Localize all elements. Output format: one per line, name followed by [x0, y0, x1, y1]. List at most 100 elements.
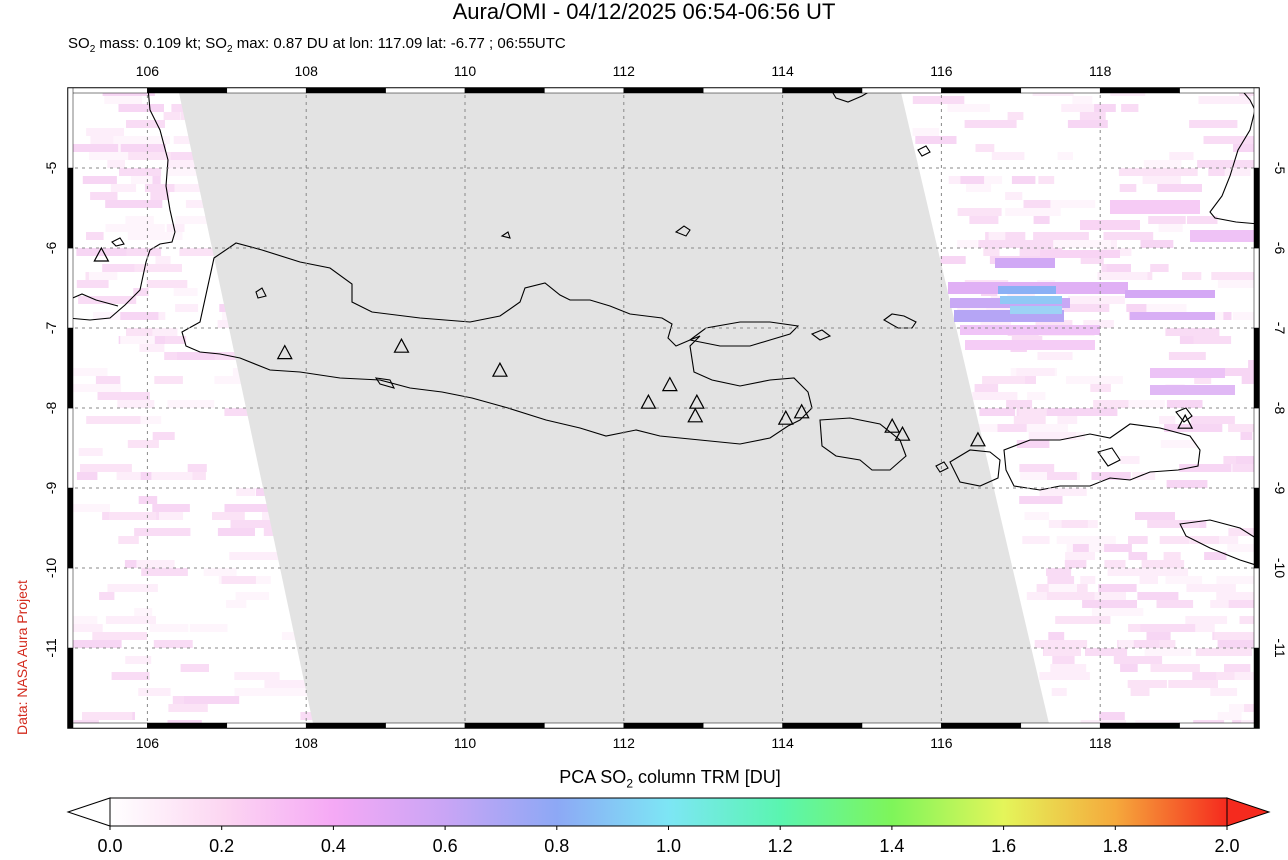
noise-pixel	[125, 216, 153, 224]
noise-pixel	[1196, 648, 1252, 656]
noise-pixel	[70, 384, 121, 392]
noise-pixel	[1027, 392, 1045, 400]
noise-pixel	[1092, 472, 1131, 480]
noise-pixel	[913, 96, 965, 104]
lon-scale-segment	[624, 723, 703, 728]
lat-tick-label: -8	[1272, 402, 1288, 415]
lat-tick-label: -9	[1272, 482, 1288, 495]
lat-scale-segment	[1254, 168, 1259, 248]
noise-pixel	[92, 632, 147, 640]
noise-pixel	[1085, 648, 1127, 656]
noise-pixel	[98, 392, 150, 400]
noise-pixel	[1259, 672, 1281, 680]
lat-scale-segment	[68, 248, 73, 328]
noise-pixel	[151, 472, 192, 480]
lat-tick-label: -6	[1272, 242, 1288, 255]
colorbar-title: PCA SO2 column TRM [DU]	[0, 767, 1288, 791]
noise-pixel	[120, 336, 155, 344]
colorbar-tick-label: 1.8	[1103, 836, 1128, 856]
lon-tick-label: 108	[295, 735, 319, 751]
noise-pixel	[1216, 592, 1272, 600]
noise-pixel	[112, 672, 150, 680]
noise-pixel	[969, 216, 998, 224]
lon-scale-segment	[386, 88, 465, 93]
colorbar-tick-label: 0.2	[209, 836, 234, 856]
noise-pixel	[131, 176, 153, 184]
lon-scale-segment	[1180, 723, 1259, 728]
noise-pixel	[1067, 408, 1118, 416]
colorbar-tick-label: 1.2	[768, 836, 793, 856]
noise-pixel	[139, 496, 158, 504]
noise-pixel	[126, 328, 152, 336]
lat-tick-label: -9	[43, 482, 59, 495]
lon-scale-segment	[465, 723, 544, 728]
lon-scale-segment	[386, 723, 465, 728]
noise-pixel	[982, 376, 1025, 384]
lat-scale-segment	[1254, 568, 1259, 648]
noise-pixel	[121, 144, 166, 152]
colorbar-title-prefix: PCA SO	[559, 767, 626, 787]
noise-pixel	[1049, 584, 1077, 592]
colorbar-title-subscript: 2	[626, 777, 633, 791]
lat-scale-segment	[68, 568, 73, 648]
colorbar-tick-label: 1.0	[656, 836, 681, 856]
lon-tick-label: 118	[1089, 63, 1112, 79]
lon-scale-segment	[703, 723, 782, 728]
noise-pixel	[159, 512, 183, 520]
noise-pixel	[167, 224, 185, 232]
noise-pixel	[77, 280, 109, 288]
noise-pixel	[156, 256, 171, 264]
noise-pixel	[1035, 640, 1087, 648]
noise-pixel	[111, 184, 136, 192]
noise-pixel	[1164, 424, 1222, 432]
noise-pixel	[1120, 184, 1137, 192]
noise-pixel	[1047, 576, 1074, 584]
noise-pixel	[1038, 176, 1054, 184]
noise-pixel	[1017, 440, 1050, 448]
noise-pixel	[1107, 264, 1131, 272]
colorbar-gradient	[110, 798, 1227, 826]
lat-tick-label: -6	[43, 242, 59, 255]
noise-pixel	[958, 208, 1002, 216]
noise-pixel	[1161, 440, 1197, 448]
noise-pixel	[1157, 184, 1202, 192]
noise-pixel	[141, 568, 188, 576]
colorbar-tick-label: 2.0	[1214, 836, 1239, 856]
noise-pixel	[134, 264, 182, 272]
noise-pixel	[152, 504, 190, 512]
noise-pixel	[1128, 536, 1148, 544]
noise-pixel	[1038, 352, 1073, 360]
noise-pixel	[1167, 400, 1203, 408]
noise-pixel	[1185, 616, 1227, 624]
noise-pixel	[117, 400, 154, 408]
noise-pixel	[118, 536, 139, 544]
noise-pixel	[106, 616, 156, 624]
noise-pixel	[992, 152, 1025, 160]
noise-pixel	[234, 672, 279, 680]
noise-pixel	[1065, 552, 1095, 560]
noise-pixel	[976, 144, 995, 152]
noise-pixel	[109, 512, 156, 520]
noise-pixel	[188, 464, 207, 472]
lon-scale-segment	[306, 723, 385, 728]
noise-pixel	[1012, 176, 1036, 184]
noise-pixel	[139, 344, 164, 352]
lon-tick-label: 108	[295, 63, 319, 79]
noise-pixel	[1046, 568, 1071, 576]
noise-pixel	[69, 504, 110, 512]
noise-pixel	[96, 376, 120, 384]
noise-pixel	[1169, 152, 1193, 160]
lat-tick-label: -11	[1272, 638, 1288, 657]
noise-pixel	[1006, 400, 1032, 408]
noise-pixel	[1241, 432, 1288, 440]
noise-pixel	[70, 144, 119, 152]
lon-scale-segment	[147, 88, 226, 93]
noise-pixel	[1065, 560, 1087, 568]
lon-scale-segment	[465, 88, 544, 93]
noise-pixel	[1160, 536, 1190, 544]
noise-pixel	[1104, 544, 1132, 552]
noise-pixel	[1257, 112, 1285, 120]
lat-scale-segment	[68, 488, 73, 568]
noise-pixel	[1129, 552, 1148, 560]
